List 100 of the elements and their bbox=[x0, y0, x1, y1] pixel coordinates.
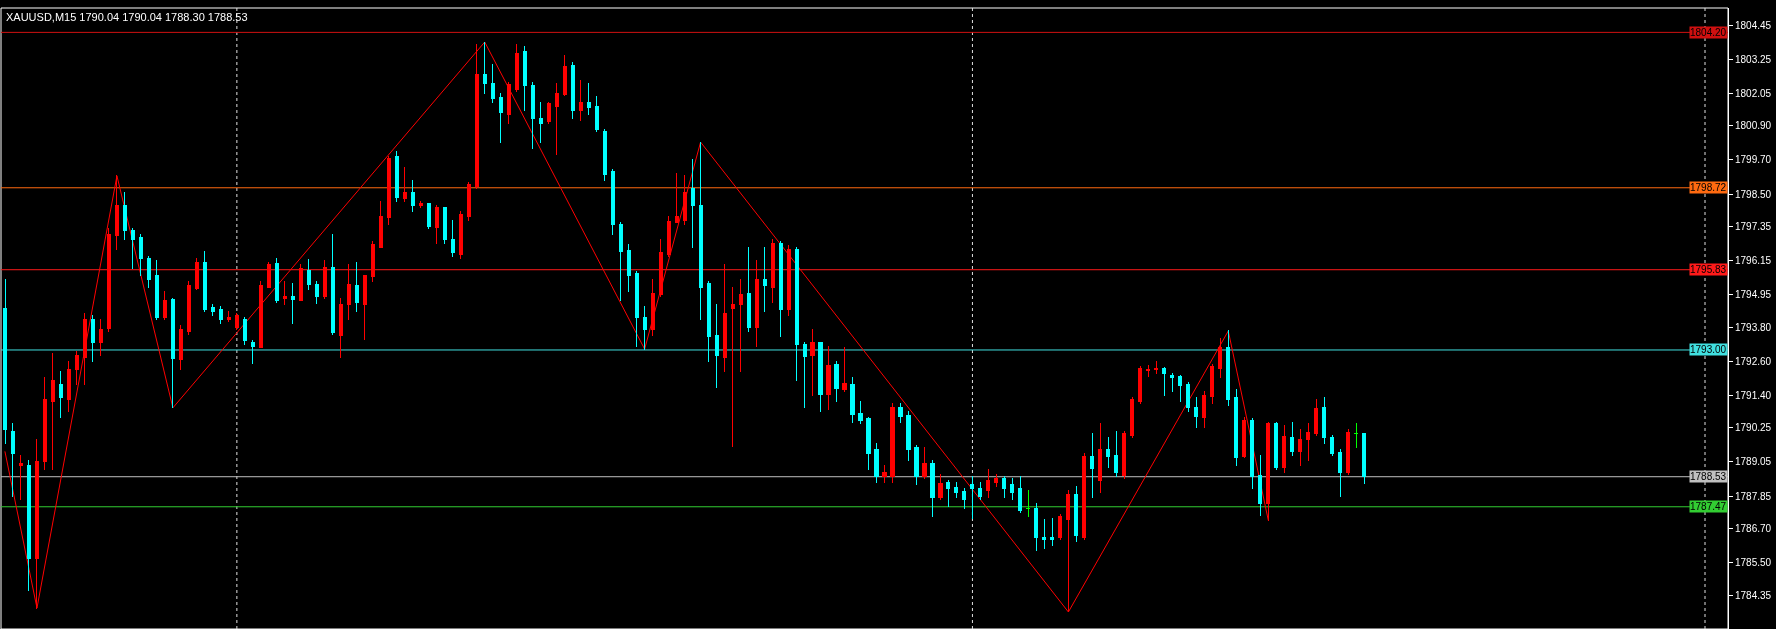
candlestick bbox=[146, 255, 151, 289]
candlestick bbox=[1330, 435, 1335, 457]
ref-line-label: 1804.20 bbox=[1690, 27, 1727, 38]
candlestick bbox=[962, 488, 967, 510]
candlestick bbox=[1258, 455, 1263, 516]
candlestick bbox=[1210, 364, 1215, 405]
candlestick bbox=[354, 261, 359, 313]
y-tick-label: 1786.70 bbox=[1735, 523, 1772, 535]
candlestick bbox=[226, 310, 231, 323]
ref-line-label: 1787.47 bbox=[1690, 501, 1727, 512]
ref-line-label: 1798.72 bbox=[1690, 182, 1727, 193]
candlestick bbox=[194, 257, 199, 291]
candlestick bbox=[162, 291, 167, 321]
candlestick bbox=[722, 263, 727, 373]
candlestick bbox=[370, 241, 375, 283]
candlestick bbox=[738, 279, 743, 373]
candlestick bbox=[434, 205, 439, 245]
y-tick-label: 1797.35 bbox=[1735, 221, 1772, 233]
y-tick-label: 1784.35 bbox=[1735, 589, 1772, 601]
candlestick bbox=[1186, 381, 1191, 413]
candlestick bbox=[122, 191, 127, 241]
candlestick bbox=[130, 227, 135, 269]
candlestick bbox=[274, 257, 279, 303]
y-tick-label: 1802.05 bbox=[1735, 87, 1772, 99]
candlestick bbox=[1106, 437, 1111, 469]
y-tick-label: 1794.95 bbox=[1735, 289, 1772, 301]
candlestick bbox=[2, 279, 8, 445]
y-tick-label: 1804.45 bbox=[1735, 19, 1772, 31]
candlestick bbox=[1226, 330, 1231, 407]
candlestick bbox=[138, 233, 143, 277]
candlestick bbox=[1362, 433, 1367, 484]
candlestick bbox=[1178, 374, 1183, 403]
candlestick bbox=[762, 247, 767, 313]
candlestick bbox=[786, 245, 791, 317]
candlestick bbox=[578, 79, 583, 121]
candlestick bbox=[426, 202, 431, 229]
candlestick bbox=[1242, 417, 1247, 459]
candlestick bbox=[154, 259, 159, 321]
candlestick bbox=[170, 297, 175, 409]
candlestick bbox=[1218, 337, 1223, 379]
candlestick bbox=[290, 283, 295, 325]
candlestick bbox=[298, 263, 303, 302]
candlestick bbox=[522, 45, 527, 111]
candlestick bbox=[258, 281, 263, 349]
y-tick-label: 1791.40 bbox=[1735, 389, 1772, 401]
candlestick bbox=[882, 465, 887, 483]
candlestick bbox=[570, 61, 575, 119]
candlestick bbox=[538, 101, 543, 143]
candlestick bbox=[850, 377, 855, 423]
candlestick bbox=[42, 377, 48, 471]
candlestick bbox=[1338, 449, 1343, 497]
candlestick bbox=[362, 274, 367, 340]
candlestick bbox=[650, 279, 655, 337]
candlestick bbox=[450, 219, 455, 257]
candlestick bbox=[794, 247, 799, 381]
candlestick bbox=[706, 281, 711, 363]
candlestick bbox=[1122, 431, 1127, 479]
candlestick bbox=[554, 83, 559, 155]
candlestick bbox=[1234, 389, 1239, 467]
candlestick bbox=[922, 447, 927, 479]
line-series bbox=[4, 41, 1269, 613]
candlestick bbox=[1098, 423, 1103, 493]
candlestick bbox=[394, 150, 399, 203]
candlestick bbox=[1114, 431, 1119, 477]
candlestick bbox=[930, 459, 935, 517]
candlestick bbox=[978, 481, 983, 501]
candlestick bbox=[954, 481, 959, 499]
candlestick bbox=[626, 244, 631, 293]
candlestick bbox=[866, 417, 871, 471]
y-tick-label: 1789.05 bbox=[1735, 456, 1772, 468]
candlestick bbox=[106, 227, 111, 333]
candlestick bbox=[114, 175, 119, 251]
candlestick bbox=[26, 459, 32, 591]
chart-title: XAUUSD,M15 1790.04 1790.04 1788.30 1788.53 bbox=[6, 10, 248, 23]
candlestick bbox=[322, 259, 327, 299]
candlestick bbox=[842, 347, 847, 393]
candlestick bbox=[970, 475, 975, 519]
candlestick bbox=[746, 247, 751, 333]
candlestick bbox=[386, 155, 391, 225]
candlestick bbox=[330, 233, 335, 335]
candlestick bbox=[242, 317, 247, 345]
y-tick-label: 1793.80 bbox=[1735, 321, 1772, 333]
candlestick bbox=[466, 181, 471, 221]
candlestick bbox=[914, 445, 919, 485]
candlestick bbox=[778, 241, 783, 337]
candlestick bbox=[530, 81, 535, 149]
candlestick bbox=[1026, 489, 1031, 517]
candlestick bbox=[1298, 429, 1303, 467]
candlestick bbox=[82, 313, 87, 385]
candlestick bbox=[90, 315, 95, 363]
candlestick bbox=[98, 319, 103, 357]
candlestick bbox=[1274, 421, 1279, 471]
candlestick bbox=[826, 345, 831, 411]
candlestick bbox=[18, 455, 24, 501]
candlestick bbox=[282, 281, 287, 305]
candlestick bbox=[266, 261, 271, 289]
candlestick bbox=[642, 305, 647, 350]
y-tick-label: 1796.15 bbox=[1735, 255, 1772, 267]
candlestick bbox=[218, 305, 223, 325]
candlestick bbox=[1002, 475, 1007, 499]
